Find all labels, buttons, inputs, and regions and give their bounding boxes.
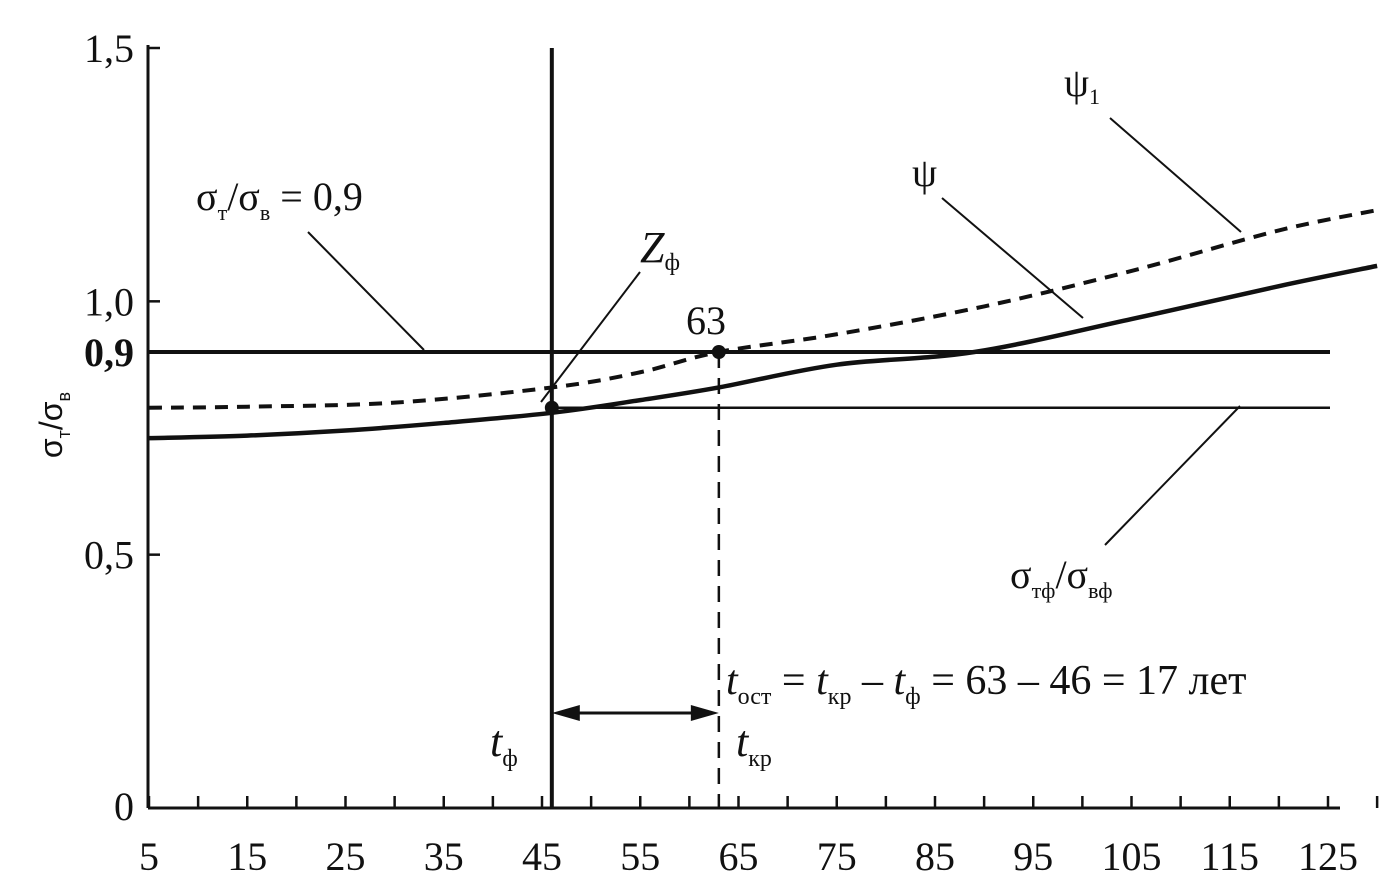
label-psi: ψ — [912, 150, 937, 195]
leader-lines — [307, 117, 1242, 546]
series-psi1-line — [148, 208, 1378, 410]
y-tick-label: 0 — [114, 784, 134, 829]
ylabel-main: σ — [33, 438, 69, 458]
x-ticks: 5 15 25 35 45 55 65 75 85 95 105 115 125 — [139, 796, 1379, 879]
x-tick-label: 65 — [719, 834, 759, 879]
x-tick-label: 5 — [139, 834, 159, 879]
y-tick-label: 1,0 — [84, 279, 134, 324]
y-axis-label: σт/σв — [33, 392, 74, 458]
label-t-kr: tкр — [736, 717, 772, 772]
point-63 — [711, 345, 726, 359]
ylabel-sub2: в — [54, 392, 74, 402]
ylabel-mid: /σ — [33, 401, 69, 430]
hline-0-9-label: 0,9 — [84, 330, 134, 375]
label-point-63: 63 — [686, 298, 726, 343]
x-tick-label: 115 — [1200, 834, 1259, 879]
x-tick-label: 85 — [915, 834, 955, 879]
x-tick-label: 55 — [620, 834, 660, 879]
label-psi1: ψ1 — [1064, 60, 1100, 109]
x-tick-label: 15 — [227, 834, 267, 879]
y-ticks: 0 0,5 1,0 1,5 — [84, 26, 160, 829]
svg-text:σт/σв: σт/σв — [33, 392, 74, 458]
x-tick-label: 95 — [1013, 834, 1053, 879]
label-t-f: tф — [490, 717, 518, 772]
ylabel-sub1: т — [54, 430, 74, 438]
y-tick-label: 1,5 — [84, 26, 134, 71]
annotation-ratio-0-9: σт/σв = 0,9 — [196, 174, 363, 225]
annotation-formula: tост = tкр – tф = 63 – 46 = 17 лет — [726, 658, 1247, 710]
x-tick-label: 75 — [817, 834, 857, 879]
label-z-f: Zф — [640, 223, 680, 276]
x-tick-label: 105 — [1102, 834, 1162, 879]
annotation-ratio-f: σтф/σвф — [1010, 552, 1112, 603]
x-tick-label: 125 — [1298, 834, 1358, 879]
point-z-f — [544, 400, 559, 415]
interval-arrow — [551, 705, 719, 721]
x-tick-label: 45 — [522, 834, 562, 879]
x-tick-label: 35 — [424, 834, 464, 879]
series-psi-line — [148, 263, 1378, 441]
y-tick-label: 0,5 — [84, 533, 134, 578]
x-tick-label: 25 — [326, 834, 366, 879]
